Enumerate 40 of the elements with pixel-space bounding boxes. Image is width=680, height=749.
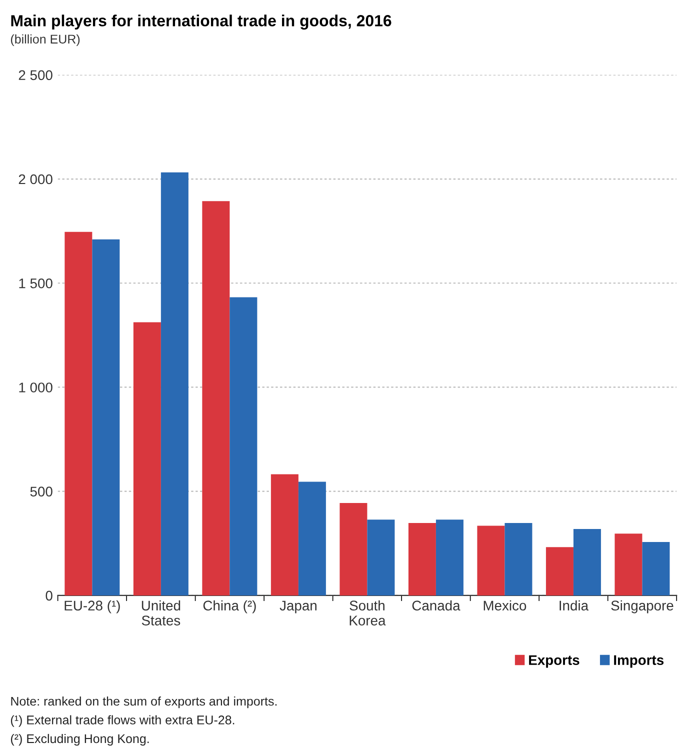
y-tick-label: 1 500 <box>19 278 52 288</box>
y-tick-label: 0 <box>46 590 52 601</box>
bar <box>133 322 161 596</box>
bar <box>614 534 642 596</box>
text: (¹) External trade flows with extra EU-28. <box>10 715 234 727</box>
y-tick-label: 1 000 <box>19 382 52 392</box>
x-tick-label: India <box>560 600 589 611</box>
bar <box>504 522 532 596</box>
x-tick-label: Japan <box>280 600 316 614</box>
x-tick-label: Canada <box>412 600 460 611</box>
bar <box>340 503 368 596</box>
x-tick-label: China (²) <box>203 600 256 614</box>
bar <box>642 542 670 596</box>
text: (²) Excluding Hong Kong. <box>10 734 149 746</box>
legend-label: Imports <box>614 655 664 668</box>
bar <box>270 474 298 596</box>
x-tick-label: Mexico <box>484 600 526 611</box>
bar <box>160 172 188 596</box>
bar <box>367 520 395 596</box>
x-tick-label: EU-28 (¹) <box>64 600 120 614</box>
bar <box>546 547 574 596</box>
legend-label: Exports <box>529 655 580 668</box>
bar <box>230 297 258 596</box>
bar <box>298 482 326 596</box>
y-tick-label: 2 000 <box>18 174 52 184</box>
bar <box>477 526 505 596</box>
x-tick-label: Singapore <box>611 600 674 614</box>
text: Note: ranked on the sum of exports and imports. <box>11 696 277 708</box>
bar <box>92 239 120 596</box>
y-tick-label: 2 500 <box>18 70 52 80</box>
y-tick-label: 500 <box>30 486 52 497</box>
bar <box>202 201 230 596</box>
x-tick-label: United States <box>142 600 180 626</box>
bar <box>436 520 464 596</box>
bar <box>573 529 601 596</box>
chart-subtitle: (billion EUR) <box>10 34 80 46</box>
bar <box>64 232 92 596</box>
chart-title: Main players for international trade in goods, 2016 <box>11 14 392 30</box>
bar <box>408 522 436 596</box>
x-tick-label: South Korea <box>350 600 386 626</box>
